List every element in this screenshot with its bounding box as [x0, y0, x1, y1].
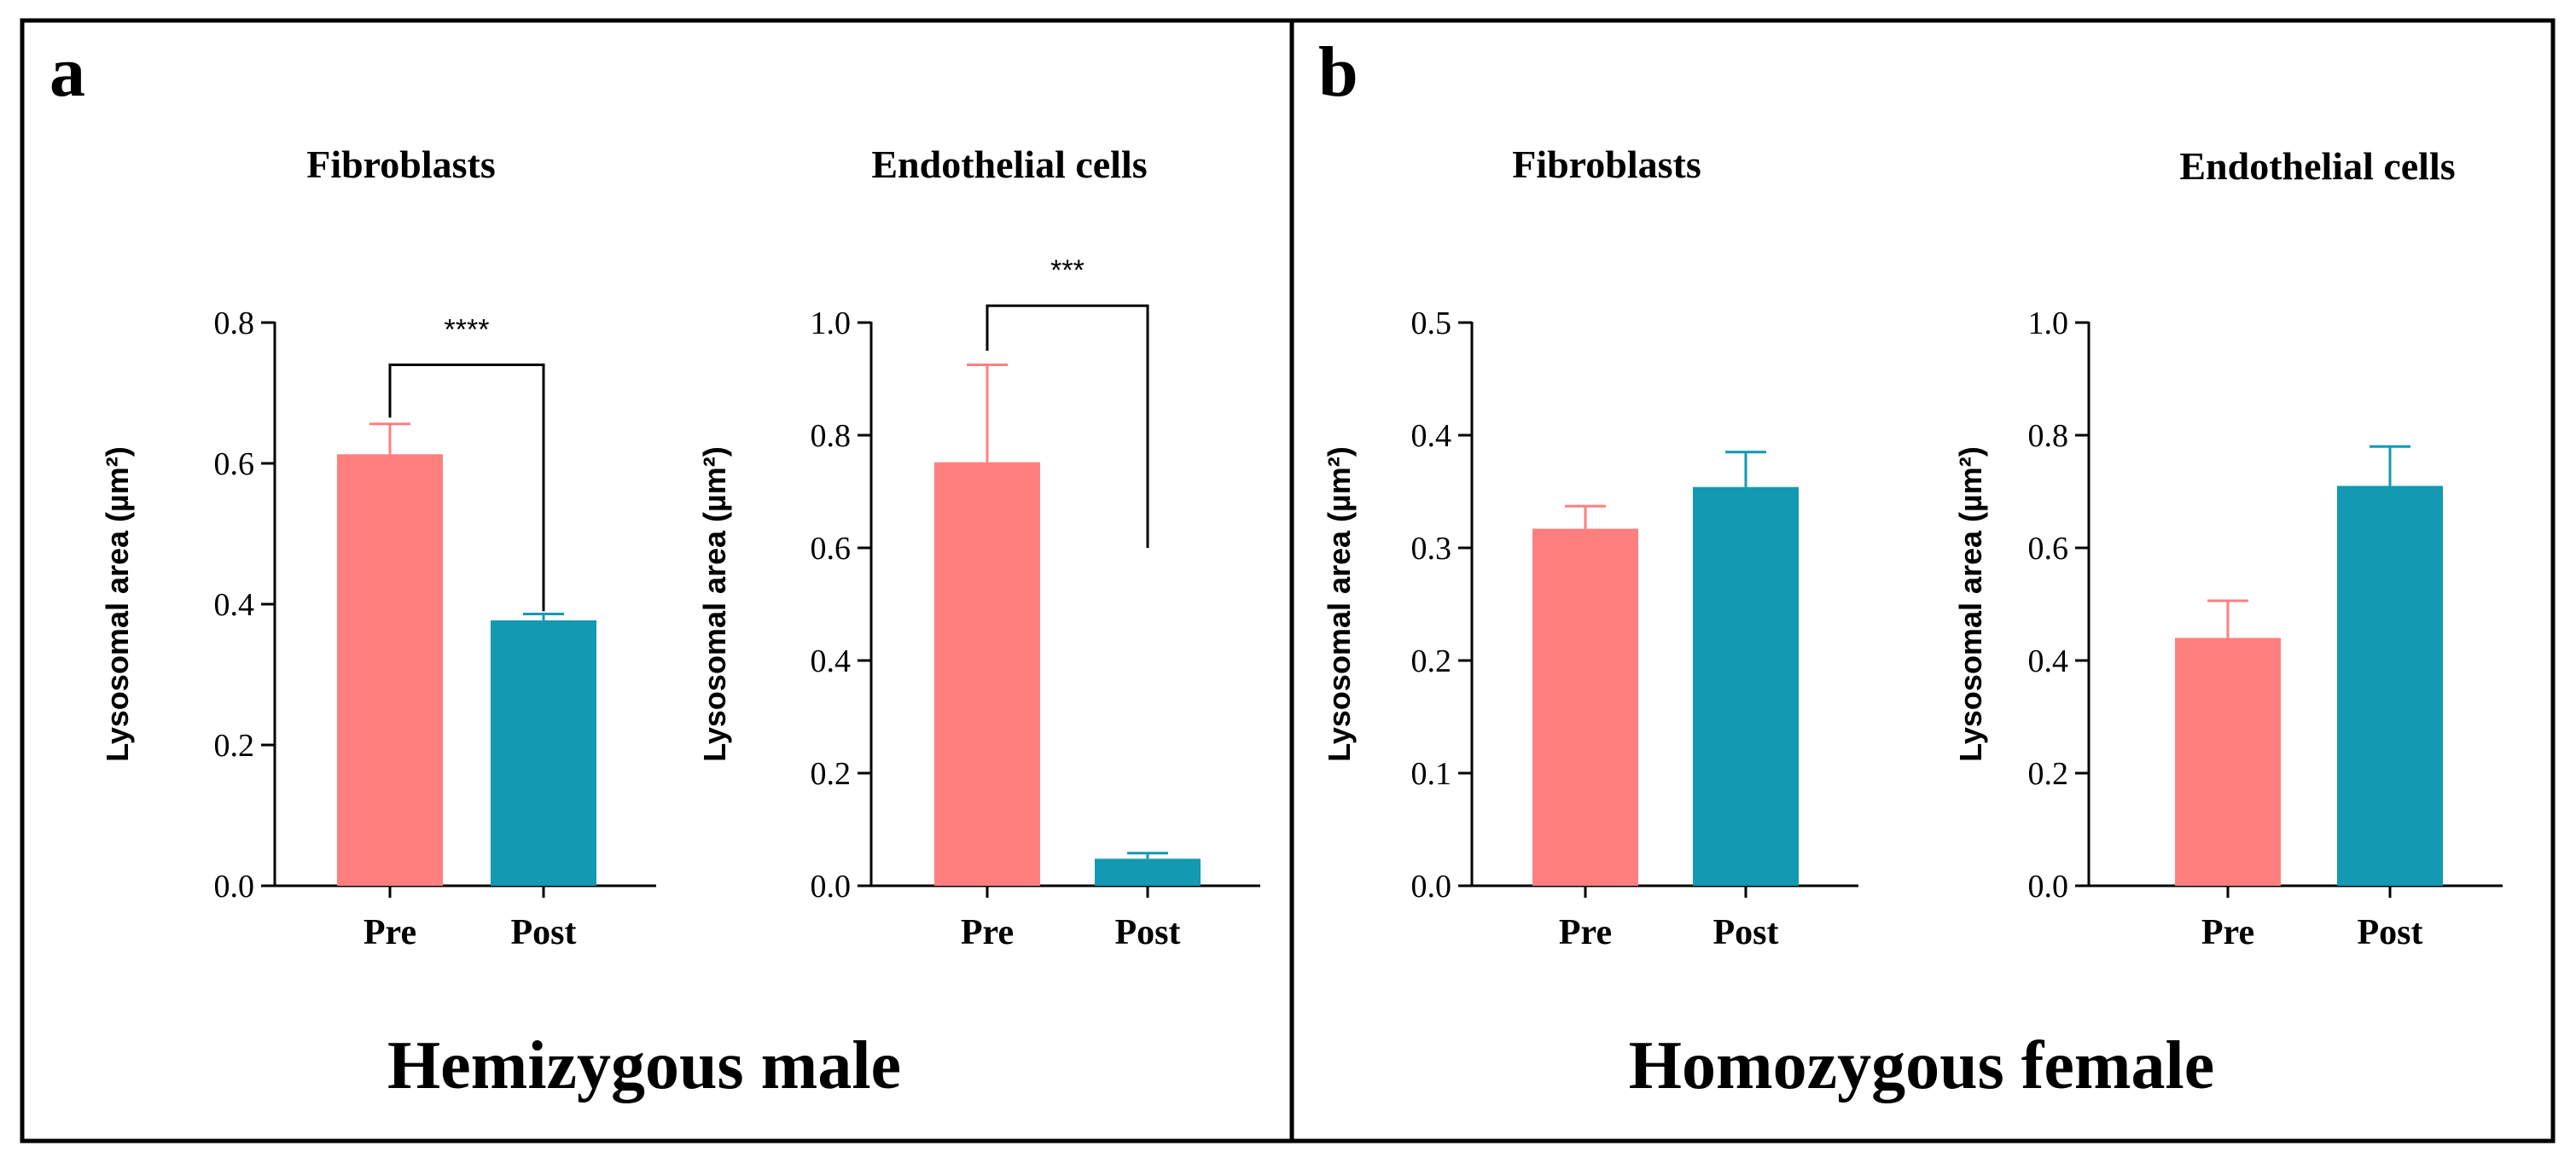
- bar-pre: [934, 462, 1040, 886]
- category-label: Post: [1713, 913, 1779, 952]
- y-tick-label: 0.8: [811, 418, 852, 454]
- y-tick-label: 0.2: [1411, 643, 1452, 679]
- y-tick-label: 0.4: [1411, 418, 1452, 454]
- y-tick-label: 0.8: [2028, 418, 2069, 454]
- chart-title: Endothelial cells: [2179, 144, 2455, 188]
- bar-post: [491, 620, 596, 886]
- y-tick-label: 0.1: [1411, 756, 1452, 792]
- y-tick-label: 0.0: [811, 869, 852, 905]
- bar-pre: [2175, 637, 2281, 886]
- y-tick-label: 0.3: [1411, 531, 1452, 567]
- y-tick-label: 0.2: [811, 756, 852, 792]
- y-tick-label: 0.0: [2028, 869, 2069, 905]
- category-label: Pre: [1559, 913, 1612, 952]
- group-title-hemizygous-male: Hemizygous male: [387, 1028, 901, 1103]
- y-tick-label: 0.5: [1411, 306, 1452, 341]
- y-tick-label: 0.4: [2028, 643, 2069, 679]
- significance-bracket: [986, 304, 1149, 548]
- chart-female-endothelial-cells: Endothelial cells Lysosomal area (µm²) 0.0…: [1953, 144, 2503, 952]
- y-tick-label: 0.6: [2028, 531, 2069, 567]
- significance-label: ****: [445, 314, 490, 346]
- category-label: Pre: [363, 913, 416, 952]
- group-title-homozygous-female: Homozygous female: [1629, 1028, 2215, 1103]
- category-label: Post: [1115, 913, 1181, 952]
- panel-a-frame: [20, 18, 1294, 1143]
- panel-b-frame: [1289, 18, 2556, 1143]
- chart-title: Endothelial cells: [871, 143, 1147, 186]
- y-tick-label: 1.0: [2028, 306, 2069, 341]
- bar-pre: [1532, 528, 1638, 886]
- category-label: Pre: [2201, 913, 2254, 952]
- y-tick-label: 0.4: [811, 643, 852, 679]
- chart-title: Fibroblasts: [306, 143, 496, 186]
- bar-pre: [337, 454, 443, 886]
- y-tick-label: 0.0: [1411, 869, 1452, 905]
- y-tick-label: 0.6: [214, 446, 255, 482]
- category-label: Post: [511, 913, 577, 952]
- y-axis-label: Lysosomal area (µm²): [1953, 446, 1988, 762]
- y-tick-label: 0.2: [2028, 756, 2069, 792]
- category-label: Pre: [961, 913, 1014, 952]
- y-tick-label: 0.6: [811, 531, 852, 567]
- y-tick-label: 0.4: [214, 587, 255, 623]
- chart-title: Fibroblasts: [1512, 143, 1701, 186]
- panel-b-letter: b: [1318, 32, 1358, 112]
- chart-female-fibroblasts: Fibroblasts Lysosomal area (µm²) 0.0 0.1 0.2…: [1322, 143, 1858, 952]
- panel-a-letter: a: [49, 32, 85, 112]
- y-tick-label: 1.0: [811, 306, 852, 341]
- category-label: Post: [2358, 913, 2423, 952]
- y-tick-label: 0.0: [214, 869, 255, 905]
- bar-post: [1693, 486, 1799, 886]
- bar-post: [1095, 858, 1201, 886]
- significance-label: ***: [1050, 254, 1084, 287]
- bar-post: [2337, 486, 2443, 886]
- chart-male-endothelial-cells: Endothelial cells Lysosomal area (µm²) 0.0…: [697, 143, 1260, 952]
- y-tick-label: 0.2: [214, 728, 255, 764]
- y-axis-label: Lysosomal area (µm²): [1322, 446, 1357, 762]
- y-tick-label: 0.8: [214, 306, 255, 341]
- y-axis-label: Lysosomal area (µm²): [100, 446, 135, 762]
- chart-male-fibroblasts: Fibroblasts Lysosomal area (µm²) 0.0 0.2 0.4…: [100, 143, 656, 952]
- significance-bracket: [388, 364, 545, 612]
- y-axis-label: Lysosomal area (µm²): [697, 446, 732, 762]
